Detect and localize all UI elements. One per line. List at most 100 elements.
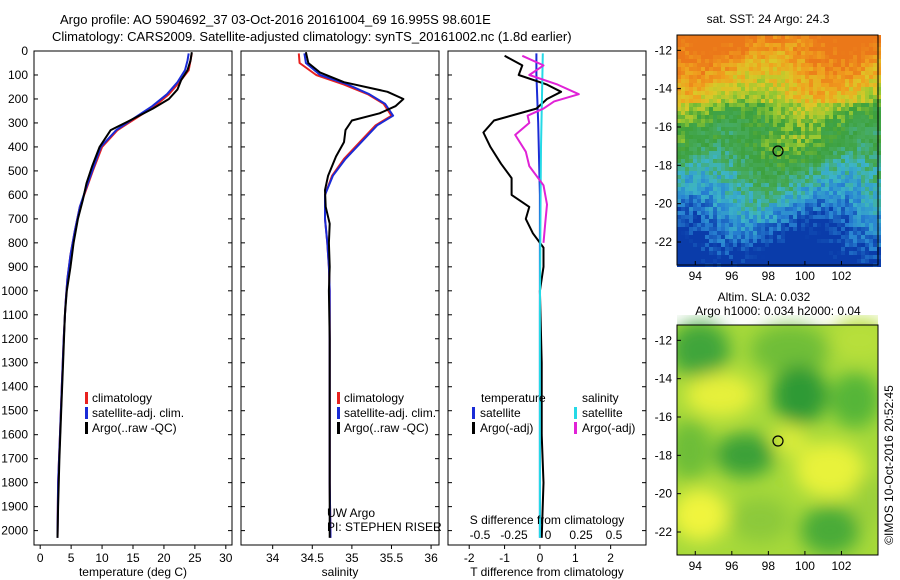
- sst-cell: [821, 223, 825, 227]
- sst-cell: [705, 127, 709, 131]
- sst-cell: [845, 47, 849, 51]
- sst-cell: [693, 179, 697, 183]
- sst-cell: [677, 235, 681, 239]
- sst-cell: [861, 215, 865, 219]
- sst-cell: [761, 223, 765, 227]
- sst-cell: [757, 243, 761, 247]
- sst-cell: [777, 127, 781, 131]
- sst-cell: [821, 35, 825, 39]
- sst-cell: [877, 131, 881, 135]
- sst-cell: [737, 83, 741, 87]
- sst-cell: [857, 155, 861, 159]
- sst-cell: [681, 175, 685, 179]
- sst-cell: [805, 147, 809, 151]
- sst-cell: [869, 99, 873, 103]
- sst-cell: [733, 155, 737, 159]
- sst-cell: [869, 219, 873, 223]
- sst-cell: [729, 171, 733, 175]
- sst-cell: [713, 203, 717, 207]
- sst-cell: [705, 195, 709, 199]
- sst-cell: [689, 215, 693, 219]
- sst-cell: [865, 67, 869, 71]
- sst-cell: [705, 43, 709, 47]
- sst-cell: [737, 187, 741, 191]
- sst-cell: [833, 119, 837, 123]
- sst-cell: [797, 71, 801, 75]
- sst-cell: [853, 215, 857, 219]
- sst-cell: [701, 79, 705, 83]
- sst-cell: [745, 107, 749, 111]
- sst-cell: [853, 71, 857, 75]
- sst-cell: [829, 191, 833, 195]
- sst-cell: [853, 151, 857, 155]
- series-line: [56, 53, 193, 538]
- sst-cell: [861, 75, 865, 79]
- sst-cell: [765, 243, 769, 247]
- sst-cell: [849, 95, 853, 99]
- sst-cell: [677, 255, 681, 259]
- sst-cell: [773, 75, 777, 79]
- sst-cell: [789, 67, 793, 71]
- sst-cell: [785, 255, 789, 259]
- sst-cell: [865, 243, 869, 247]
- sst-cell: [849, 227, 853, 231]
- sst-cell: [697, 123, 701, 127]
- sst-cell: [717, 219, 721, 223]
- sst-cell: [865, 127, 869, 131]
- sst-cell: [761, 247, 765, 251]
- sst-cell: [725, 127, 729, 131]
- sst-cell: [833, 219, 837, 223]
- sst-cell: [857, 35, 861, 39]
- sst-cell: [805, 59, 809, 63]
- sst-cell: [841, 35, 845, 39]
- legend-swatch-satellite: [337, 407, 340, 419]
- sst-cell: [861, 235, 865, 239]
- sst-cell: [777, 159, 781, 163]
- sst-cell: [717, 163, 721, 167]
- sst-cell: [809, 259, 813, 263]
- sst-cell: [765, 39, 769, 43]
- sst-cell: [785, 47, 789, 51]
- sst-cell: [701, 147, 705, 151]
- depth-tick-label: 1700: [1, 452, 28, 466]
- sst-cell: [801, 71, 805, 75]
- sst-cell: [777, 131, 781, 135]
- sst-cell: [769, 255, 773, 259]
- sst-cell: [861, 179, 865, 183]
- sst-cell: [769, 75, 773, 79]
- sst-cell: [825, 131, 829, 135]
- sst-cell: [701, 171, 705, 175]
- sst-cell: [809, 79, 813, 83]
- sst-cell: [821, 99, 825, 103]
- sst-cell: [817, 47, 821, 51]
- sst-cell: [873, 91, 877, 95]
- sst-cell: [845, 211, 849, 215]
- sst-cell: [705, 135, 709, 139]
- sst-cell: [697, 163, 701, 167]
- sst-cell: [697, 91, 701, 95]
- sst-cell: [677, 231, 681, 235]
- sst-cell: [877, 239, 881, 243]
- sst-cell: [677, 43, 681, 47]
- sst-cell: [797, 239, 801, 243]
- sst-cell: [765, 63, 769, 67]
- sst-cell: [809, 207, 813, 211]
- sst-cell: [749, 167, 753, 171]
- sst-cell: [725, 215, 729, 219]
- sst-cell: [689, 75, 693, 79]
- sst-cell: [845, 167, 849, 171]
- sst-cell: [865, 183, 869, 187]
- sst-cell: [713, 239, 717, 243]
- sst-cell: [869, 79, 873, 83]
- sst-cell: [685, 143, 689, 147]
- sst-cell: [721, 151, 725, 155]
- sst-cell: [745, 123, 749, 127]
- sst-cell: [861, 203, 865, 207]
- sst-cell: [873, 75, 877, 79]
- sst-cell: [773, 95, 777, 99]
- sst-cell: [781, 187, 785, 191]
- sst-cell: [769, 191, 773, 195]
- sst-cell: [825, 231, 829, 235]
- sst-cell: [869, 127, 873, 131]
- sst-cell: [765, 95, 769, 99]
